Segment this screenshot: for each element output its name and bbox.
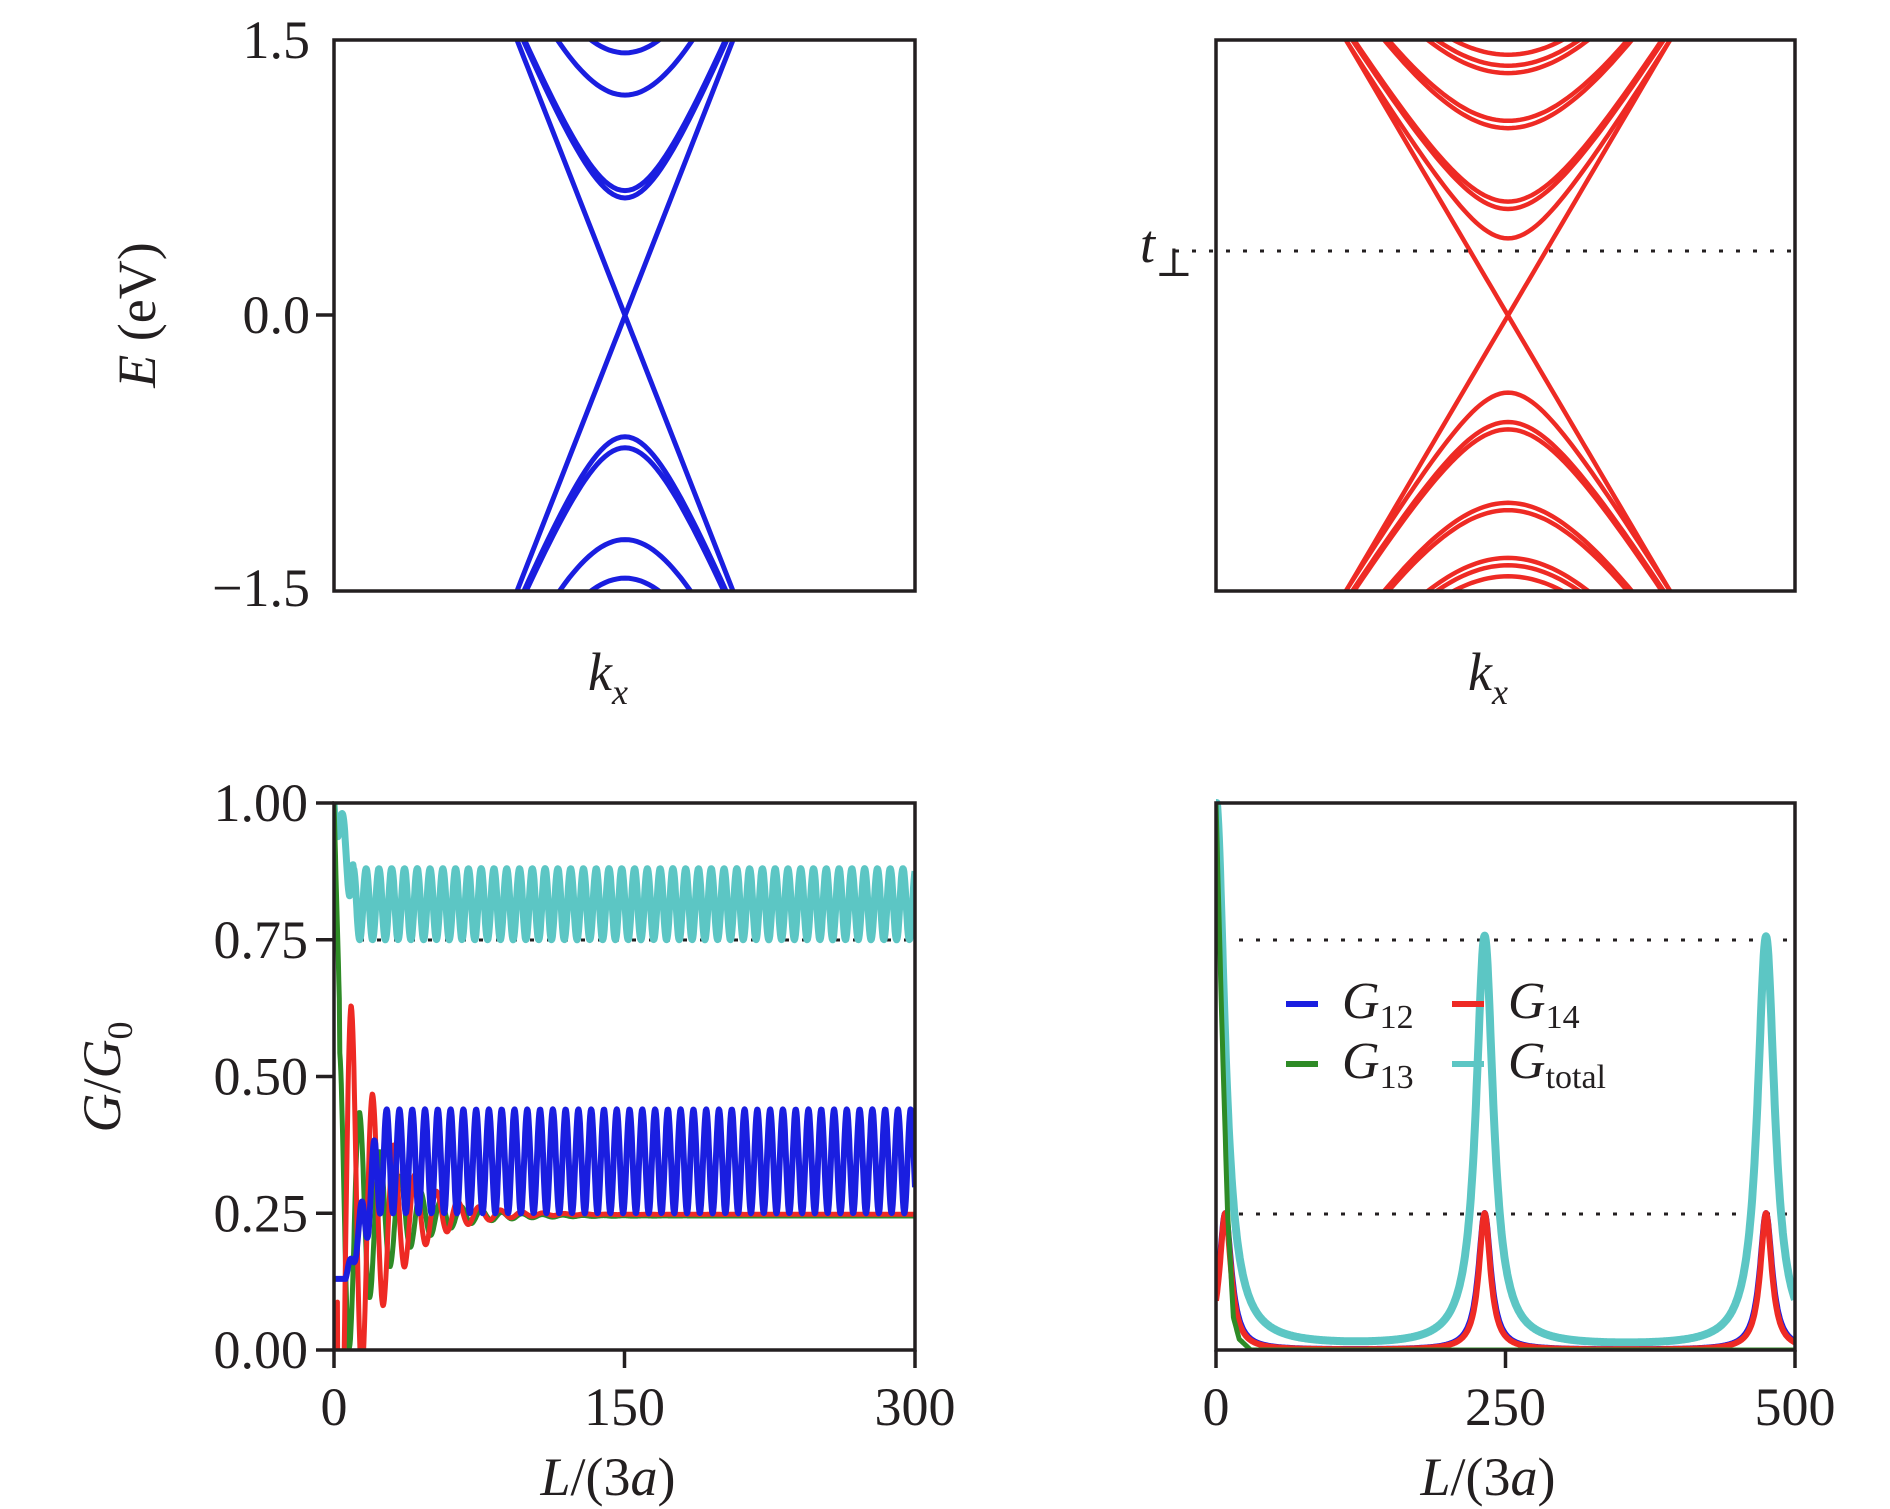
series-G12 (334, 1106, 915, 1282)
panel-c-ytick-label: 0.00 (214, 1320, 309, 1380)
band-valence (556, 537, 694, 591)
band-conduction (520, 40, 730, 201)
panel-a-xlabel: kx (588, 642, 628, 712)
panel-a-ylabel: E (eV) (107, 242, 167, 388)
panel-d-xtick-label: 500 (1755, 1377, 1836, 1437)
panel-d-ticks: 0 250 500 (1203, 1350, 1836, 1437)
legend-label-13: G13 (1342, 1033, 1414, 1096)
band-valence (1385, 507, 1631, 591)
band-valence (1381, 500, 1635, 591)
legend-label-14: G14 (1508, 973, 1580, 1036)
panel-a-ytick-label: −1.5 (212, 558, 310, 618)
band-valence (521, 434, 729, 591)
panel-d-xtick-label: 0 (1203, 1377, 1230, 1437)
panel-a-ytick-label: 0.0 (243, 285, 311, 345)
panel-c: 1.00 0.75 0.50 0.25 0.000 150 300 G/G0 L/(3a) (72, 773, 956, 1507)
band-conduction (1424, 40, 1592, 76)
legend-label-12: G12 (1342, 973, 1414, 1036)
panel-a-bands (514, 40, 736, 591)
panel-c-ytick-label: 0.50 (214, 1047, 309, 1107)
panel-d-curves (1216, 799, 1795, 1350)
panel-c-curves (334, 802, 915, 1350)
panel-d-xtick-label: 250 (1465, 1377, 1546, 1437)
band-conduction (1349, 40, 1667, 212)
band-valence (586, 575, 664, 591)
band-conduction (521, 40, 729, 194)
panel-c-xtick-label: 300 (875, 1377, 956, 1437)
panel-c-xlabel: L/(3a) (539, 1447, 675, 1507)
panel-c-ticks: 1.00 0.75 0.50 0.25 0.000 150 300 (214, 773, 956, 1437)
band-conduction (1448, 40, 1568, 57)
band-linear (514, 40, 736, 591)
band-valence (1448, 574, 1568, 591)
band-valence (1349, 419, 1667, 591)
band-linear (1344, 40, 1672, 591)
panel-b-t-perp-label: t⊥ (1140, 214, 1193, 285)
band-conduction (554, 40, 696, 98)
series-Gtotal (334, 802, 915, 944)
panel-c-ytick-label: 0.25 (214, 1183, 309, 1243)
band-conduction (1381, 40, 1635, 131)
panel-a: 1.5 0.0 −1.5 E (eV) kx (107, 10, 917, 712)
panel-d-xlabel: L/(3a) (1419, 1447, 1555, 1507)
panel-c-xtick-label: 150 (584, 1377, 665, 1437)
band-valence (1343, 390, 1673, 591)
panel-c-ytick-label: 1.00 (214, 773, 309, 833)
panel-b-frame (1214, 38, 1797, 593)
panel-b: t⊥ kx (1140, 38, 1797, 712)
band-valence (523, 445, 727, 591)
panel-d: 0 250 500 L/(3a) G12 G14 G13 Gtotal (1203, 799, 1836, 1507)
panel-c-xtick-label: 0 (321, 1377, 348, 1437)
band-conduction (1351, 40, 1665, 204)
panel-c-ylabel: G/G0 (72, 1021, 140, 1132)
panel-c-ytick-label: 0.75 (214, 910, 309, 970)
band-valence (1424, 555, 1592, 591)
panel-b-xlabel: kx (1468, 642, 1508, 712)
series-Gtotal (1216, 799, 1795, 1347)
band-valence (1432, 563, 1584, 591)
band-conduction (586, 40, 664, 56)
panel-b-bands (1343, 40, 1673, 591)
legend-label-total: Gtotal (1508, 1033, 1606, 1096)
band-conduction (1385, 40, 1631, 124)
panel-a-ytick-label: 1.5 (243, 10, 311, 70)
band-valence (1351, 427, 1665, 591)
band-conduction (1432, 40, 1584, 68)
panel-d-legend: G12 G14 G13 Gtotal (1286, 973, 1606, 1096)
band-conduction (1343, 40, 1673, 241)
